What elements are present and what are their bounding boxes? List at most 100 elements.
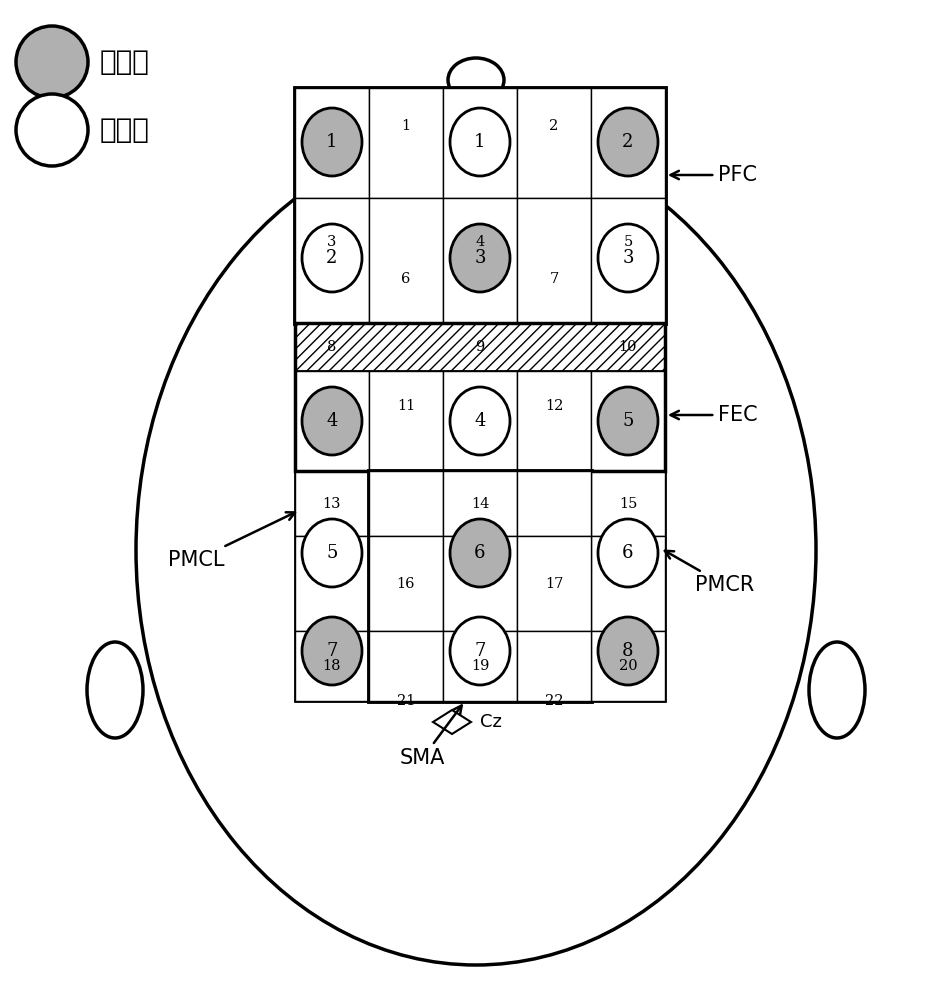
- Bar: [443, 198, 516, 323]
- Ellipse shape: [449, 519, 509, 587]
- Bar: [368, 471, 443, 536]
- Bar: [516, 471, 590, 536]
- Bar: [368, 631, 443, 701]
- Text: 7: 7: [326, 642, 337, 660]
- Text: PMCL: PMCL: [168, 512, 295, 570]
- Bar: [295, 471, 368, 701]
- Bar: [368, 198, 443, 323]
- Bar: [590, 631, 664, 701]
- Ellipse shape: [449, 108, 509, 176]
- Text: 15: 15: [618, 496, 637, 510]
- Bar: [368, 371, 443, 471]
- Text: 7: 7: [548, 272, 558, 286]
- Ellipse shape: [449, 617, 509, 685]
- Text: 19: 19: [470, 659, 488, 673]
- Ellipse shape: [449, 224, 509, 292]
- Text: 发射极: 发射极: [100, 48, 149, 76]
- Bar: [590, 471, 664, 701]
- Text: 3: 3: [474, 249, 486, 267]
- Text: 5: 5: [623, 235, 632, 249]
- Text: 18: 18: [323, 659, 341, 673]
- Ellipse shape: [597, 519, 657, 587]
- Text: FEC: FEC: [670, 405, 757, 425]
- Text: 3: 3: [327, 235, 336, 249]
- Bar: [295, 323, 664, 371]
- Ellipse shape: [597, 617, 657, 685]
- Bar: [516, 198, 590, 323]
- Text: 22: 22: [545, 694, 563, 708]
- Text: 2: 2: [622, 133, 633, 151]
- Ellipse shape: [597, 108, 657, 176]
- Ellipse shape: [302, 224, 362, 292]
- Bar: [516, 631, 590, 701]
- Ellipse shape: [597, 387, 657, 455]
- Bar: [590, 88, 664, 198]
- Bar: [295, 88, 664, 323]
- Bar: [590, 198, 664, 323]
- Text: 13: 13: [323, 496, 341, 510]
- Text: 10: 10: [618, 340, 637, 354]
- Bar: [368, 88, 443, 198]
- Ellipse shape: [447, 58, 504, 102]
- Text: 6: 6: [474, 544, 486, 562]
- Ellipse shape: [597, 224, 657, 292]
- Ellipse shape: [808, 642, 864, 738]
- Bar: [516, 371, 590, 471]
- Bar: [295, 471, 368, 536]
- Ellipse shape: [87, 642, 143, 738]
- Bar: [295, 371, 368, 471]
- Text: 16: 16: [396, 576, 415, 590]
- Text: 11: 11: [396, 399, 415, 413]
- Bar: [516, 88, 590, 198]
- Text: 7: 7: [474, 642, 486, 660]
- Text: 20: 20: [618, 659, 637, 673]
- Text: 4: 4: [474, 412, 486, 430]
- Text: 5: 5: [326, 544, 337, 562]
- Text: 1: 1: [474, 133, 486, 151]
- Text: PFC: PFC: [670, 165, 756, 185]
- Text: 2: 2: [548, 119, 558, 133]
- Ellipse shape: [302, 519, 362, 587]
- Bar: [443, 631, 516, 701]
- Text: 4: 4: [475, 235, 485, 249]
- Ellipse shape: [302, 108, 362, 176]
- Text: 6: 6: [401, 272, 410, 286]
- Text: 21: 21: [396, 694, 415, 708]
- Polygon shape: [432, 710, 470, 734]
- Bar: [516, 536, 590, 631]
- Text: 5: 5: [622, 412, 633, 430]
- Ellipse shape: [302, 617, 362, 685]
- Ellipse shape: [16, 94, 88, 166]
- Text: 8: 8: [327, 340, 336, 354]
- Text: 8: 8: [622, 642, 633, 660]
- Bar: [295, 198, 368, 323]
- Bar: [443, 536, 516, 631]
- Ellipse shape: [16, 26, 88, 98]
- Text: 17: 17: [545, 576, 563, 590]
- Text: PMCR: PMCR: [664, 551, 753, 595]
- Bar: [295, 536, 368, 631]
- Text: 2: 2: [326, 249, 337, 267]
- Bar: [295, 323, 664, 471]
- Bar: [295, 631, 368, 701]
- Bar: [368, 536, 443, 631]
- Ellipse shape: [302, 387, 362, 455]
- Text: SMA: SMA: [400, 705, 461, 768]
- Bar: [590, 371, 664, 471]
- Bar: [443, 88, 516, 198]
- Text: 3: 3: [622, 249, 633, 267]
- Bar: [590, 536, 664, 631]
- Text: Cz: Cz: [480, 713, 502, 731]
- Bar: [443, 371, 516, 471]
- Text: 6: 6: [622, 544, 633, 562]
- Text: 14: 14: [470, 496, 488, 510]
- Bar: [295, 88, 368, 198]
- Text: 9: 9: [475, 340, 485, 354]
- Ellipse shape: [449, 387, 509, 455]
- Text: 1: 1: [326, 133, 337, 151]
- Text: 接收极: 接收极: [100, 116, 149, 144]
- Bar: [590, 471, 664, 536]
- Text: 1: 1: [401, 119, 410, 133]
- Bar: [443, 471, 516, 536]
- Ellipse shape: [136, 135, 815, 965]
